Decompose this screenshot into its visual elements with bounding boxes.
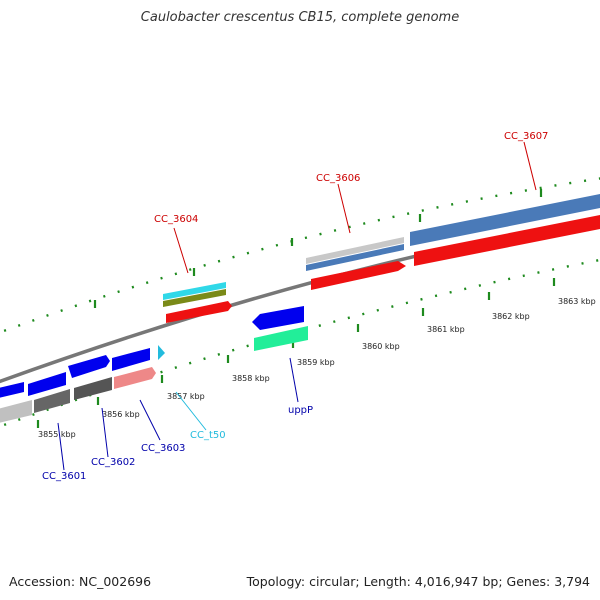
- gene-cc-3601-leader: [57, 422, 65, 471]
- gene-cc-3604[interactable]: [163, 282, 232, 323]
- map-title: Caulobacter crescentus CB15, complete ge…: [140, 10, 460, 25]
- gene-cc-3606[interactable]: [306, 237, 406, 290]
- kbp-label: 3855 kbp: [38, 430, 76, 439]
- gene-label-cc-3601[interactable]: CC_3601: [42, 471, 86, 482]
- gene-label-cc-3606[interactable]: CC_3606: [316, 173, 360, 184]
- gene-cc-3607-leader: [523, 141, 537, 191]
- gene-label-cc-3603[interactable]: CC_3603: [141, 443, 185, 454]
- gene-cc-t50-leader: [175, 391, 207, 431]
- gene-uppp[interactable]: [252, 306, 308, 351]
- gene-label-cc-3604[interactable]: CC_3604: [154, 214, 198, 225]
- gene-uppp-leader: [289, 357, 299, 403]
- kbp-label: 3856 kbp: [102, 410, 140, 419]
- reverse-major-ticks: [36, 278, 556, 428]
- topology-text: Topology: circular; Length: 4,016,947 bp…: [246, 574, 590, 589]
- gene-label-cc-3607[interactable]: CC_3607: [504, 131, 548, 142]
- gene-cc-3604-leader: [173, 227, 189, 274]
- reverse-gene-blocks[interactable]: [0, 345, 165, 425]
- gene-cc-3607[interactable]: [410, 192, 600, 266]
- gene-label-uppp[interactable]: uppP: [288, 405, 313, 416]
- kbp-label: 3862 kbp: [492, 312, 530, 321]
- forward-major-ticks: [93, 189, 543, 308]
- gene-cc-3606-leader: [337, 183, 351, 234]
- kbp-label: 3860 kbp: [362, 342, 400, 351]
- kbp-label: 3863 kbp: [558, 297, 596, 306]
- gene-cc-3603-leader: [139, 399, 161, 441]
- accession-text: Accession: NC_002696: [9, 574, 152, 589]
- kbp-label: 3859 kbp: [297, 358, 335, 367]
- kbp-label: 3858 kbp: [232, 374, 270, 383]
- kbp-label: 3857 kbp: [167, 392, 205, 401]
- gene-label-cc-t50[interactable]: CC_t50: [190, 430, 226, 441]
- gene-label-cc-3602[interactable]: CC_3602: [91, 457, 135, 468]
- gene-cc-3602-leader: [101, 407, 109, 458]
- kbp-label: 3861 kbp: [427, 325, 465, 334]
